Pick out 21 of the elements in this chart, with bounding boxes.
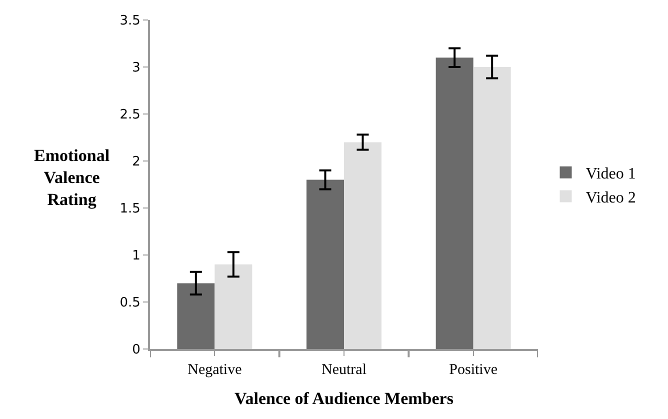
bar [473, 67, 511, 349]
y-tick-label: 2 [132, 154, 140, 170]
y-tick-label: 3.5 [120, 14, 140, 29]
bar [214, 264, 252, 349]
bar [436, 58, 474, 349]
y-tick-label: 1 [132, 248, 140, 264]
y-tick-label: 3 [132, 60, 140, 76]
y-tick-label: 1.5 [120, 202, 140, 217]
legend-label: Video 2 [586, 189, 636, 206]
bar [344, 142, 382, 349]
y-tick-label: 0.5 [120, 296, 140, 311]
x-tick-label: Positive [449, 362, 498, 378]
x-tick-label: Neutral [322, 362, 366, 378]
x-axis-title: Valence of Audience Members [234, 388, 454, 408]
y-tick-label: 2.5 [120, 108, 140, 123]
y-axis-title: Emotional Valence Rating [34, 146, 110, 210]
bar [177, 283, 215, 349]
bar [306, 180, 344, 349]
legend-label: Video 1 [586, 166, 636, 183]
x-tick-label: Negative [188, 362, 242, 378]
y-tick-label: 0 [132, 342, 140, 358]
